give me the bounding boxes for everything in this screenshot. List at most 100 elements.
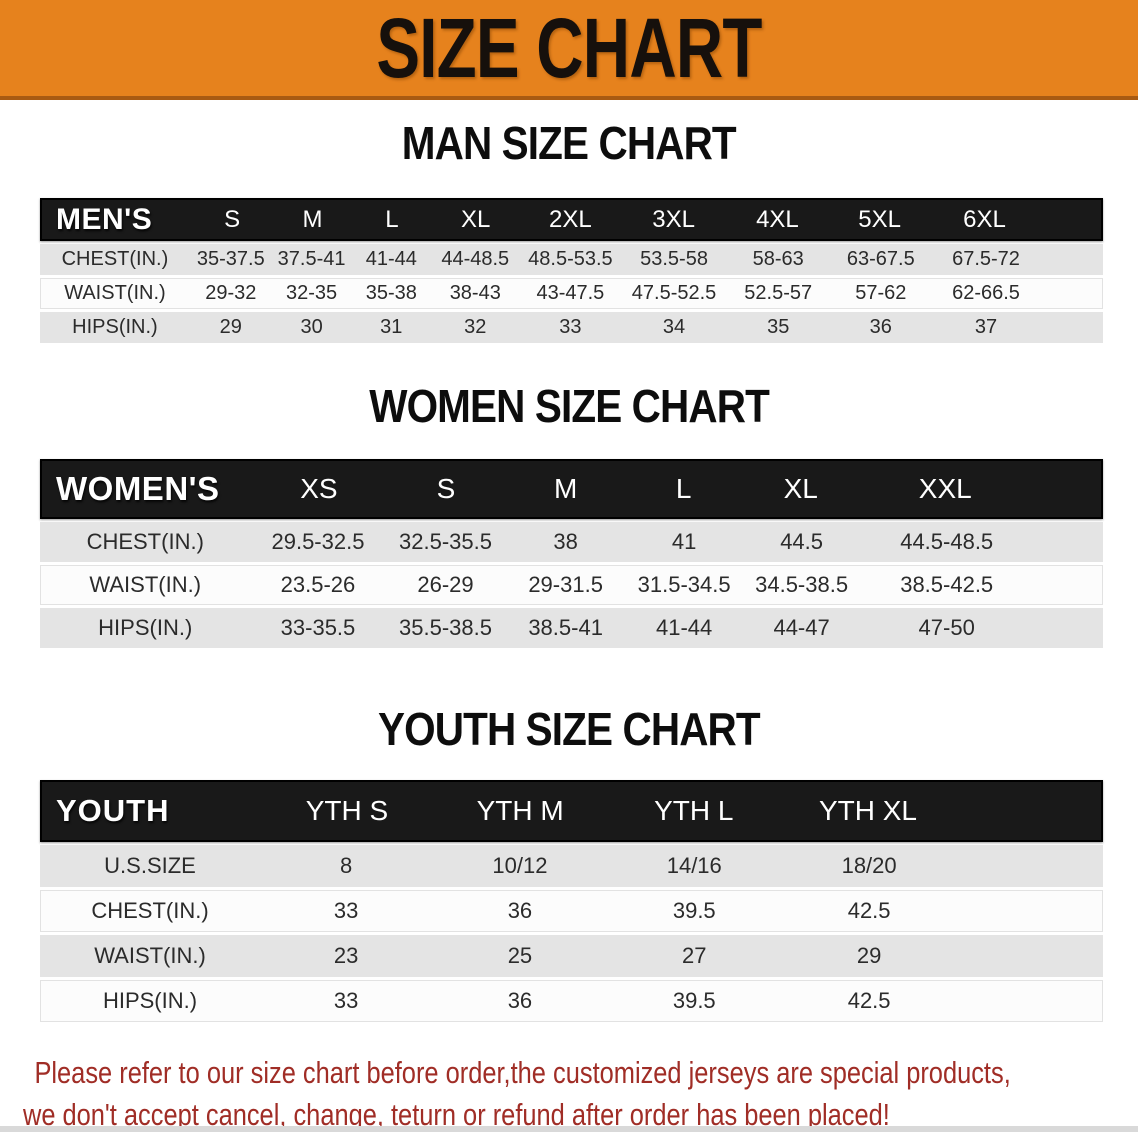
row-label: CHEST(IN.) bbox=[86, 529, 204, 554]
size-value-cell: 36 bbox=[869, 316, 892, 338]
size-value-cell: 37.5-41 bbox=[277, 248, 346, 270]
size-col-header: S bbox=[436, 473, 456, 504]
size-col-header: 4XL bbox=[756, 205, 799, 233]
size-value-cell: 37 bbox=[974, 316, 998, 338]
women-size-table: WOMEN'S XS S M L XL XXL CHEST(IN.) 29.5-… bbox=[40, 459, 1103, 648]
youth-size-table: YOUTH YTH S YTH M YTH L YTH XL U.S.SIZE … bbox=[40, 780, 1103, 1022]
size-value-cell: 35-37.5 bbox=[196, 248, 265, 270]
row-label: HIPS(IN.) bbox=[98, 615, 193, 640]
size-value-cell: 38 bbox=[553, 529, 578, 554]
size-value-cell: 44.5 bbox=[780, 529, 824, 554]
size-value-cell: 62-66.5 bbox=[952, 282, 1020, 304]
banner: SIZE CHART bbox=[0, 0, 1138, 100]
size-value-cell: 42.5 bbox=[847, 988, 891, 1013]
size-col-header: S bbox=[224, 205, 241, 233]
size-value-cell: 47.5-52.5 bbox=[631, 282, 717, 304]
size-col-header: XS bbox=[300, 473, 338, 504]
size-value-cell: 58-63 bbox=[752, 248, 804, 270]
disclaimer-line-1: Please refer to our size chart before or… bbox=[34, 1055, 1011, 1090]
table-row: HIPS(IN.) 29 30 31 32 33 34 35 36 37 bbox=[40, 312, 1103, 343]
size-value-cell: 38-43 bbox=[449, 282, 501, 304]
size-value-cell: 38.5-42.5 bbox=[900, 572, 994, 597]
size-value-cell: 29.5-32.5 bbox=[271, 529, 365, 554]
size-value-cell: 57-62 bbox=[855, 282, 907, 304]
row-label: CHEST(IN.) bbox=[61, 248, 169, 270]
youth-table-title-cell: YOUTH bbox=[56, 793, 170, 828]
size-col-header: M bbox=[553, 473, 578, 504]
size-value-cell: 25 bbox=[507, 943, 533, 968]
size-value-cell: 38.5-41 bbox=[528, 615, 603, 640]
women-table-header-row: WOMEN'S XS S M L XL XXL bbox=[40, 459, 1103, 519]
size-value-cell: 33 bbox=[559, 316, 582, 338]
men-size-table: MEN'S S M L XL 2XL 3XL 4XL 5XL 6XL CHEST… bbox=[40, 198, 1103, 343]
size-col-header: L bbox=[385, 205, 399, 233]
size-col-header: XXL bbox=[918, 473, 972, 504]
size-col-header: 3XL bbox=[652, 205, 695, 233]
bottom-edge-strip bbox=[0, 1126, 1138, 1132]
size-col-header: 2XL bbox=[549, 205, 592, 233]
size-value-cell: 23 bbox=[333, 943, 359, 968]
size-value-cell: 29-32 bbox=[205, 282, 257, 304]
size-value-cell: 32-35 bbox=[286, 282, 338, 304]
size-value-cell: 31 bbox=[380, 316, 403, 338]
youth-table-header-row: YOUTH YTH S YTH M YTH L YTH XL bbox=[40, 780, 1103, 842]
row-label: HIPS(IN.) bbox=[72, 316, 158, 338]
size-value-cell: 26-29 bbox=[417, 572, 474, 597]
women-table-title-cell: WOMEN'S bbox=[56, 470, 220, 507]
size-value-cell: 63-67.5 bbox=[846, 248, 915, 270]
size-value-cell: 35-38 bbox=[365, 282, 417, 304]
size-col-header: XL bbox=[460, 205, 491, 233]
women-section-title: WOMEN SIZE CHART bbox=[369, 380, 770, 432]
row-label: U.S.SIZE bbox=[104, 853, 196, 878]
size-value-cell: 44.5-48.5 bbox=[900, 529, 994, 554]
size-value-cell: 43-47.5 bbox=[536, 282, 605, 304]
size-value-cell: 33 bbox=[333, 898, 359, 923]
size-col-header: XL bbox=[783, 473, 818, 504]
table-row: CHEST(IN.) 33 36 39.5 42.5 bbox=[40, 890, 1103, 932]
youth-section-title: YOUTH SIZE CHART bbox=[378, 703, 761, 755]
size-value-cell: 39.5 bbox=[672, 898, 716, 923]
size-value-cell: 41-44 bbox=[656, 615, 713, 640]
table-row: WAIST(IN.) 29-32 32-35 35-38 38-43 43-47… bbox=[40, 278, 1103, 309]
size-value-cell: 42.5 bbox=[847, 898, 891, 923]
size-value-cell: 35 bbox=[767, 316, 790, 338]
size-value-cell: 35.5-38.5 bbox=[399, 615, 492, 640]
size-value-cell: 31.5-34.5 bbox=[637, 572, 731, 597]
table-row: HIPS(IN.) 33 36 39.5 42.5 bbox=[40, 980, 1103, 1022]
size-value-cell: 41 bbox=[671, 529, 697, 554]
row-label: WAIST(IN.) bbox=[94, 943, 206, 968]
size-value-cell: 32 bbox=[464, 316, 487, 338]
men-table-header-row: MEN'S S M L XL 2XL 3XL 4XL 5XL 6XL bbox=[40, 198, 1103, 241]
size-col-header: YTH XL bbox=[818, 795, 917, 826]
men-section: MAN SIZE CHART MEN'S S M L XL 2XL 3XL 4X… bbox=[0, 116, 1138, 343]
size-value-cell: 34.5-38.5 bbox=[755, 572, 849, 597]
table-row: WAIST(IN.) 23.5-26 26-29 29-31.5 31.5-34… bbox=[40, 565, 1103, 605]
table-row: WAIST(IN.) 23 25 27 29 bbox=[40, 935, 1103, 977]
size-value-cell: 48.5-53.5 bbox=[528, 248, 613, 270]
women-section: WOMEN SIZE CHART WOMEN'S XS S M L XL XXL… bbox=[0, 379, 1138, 648]
size-value-cell: 33 bbox=[333, 988, 359, 1013]
table-row: HIPS(IN.) 33-35.5 35.5-38.5 38.5-41 41-4… bbox=[40, 608, 1103, 648]
page-title: SIZE CHART bbox=[376, 1, 762, 95]
size-value-cell: 47-50 bbox=[918, 615, 975, 640]
disclaimer: Please refer to our size chart before or… bbox=[0, 1052, 1138, 1136]
size-value-cell: 18/20 bbox=[841, 853, 897, 878]
size-value-cell: 36 bbox=[507, 898, 533, 923]
youth-section: YOUTH SIZE CHART YOUTH YTH S YTH M YTH L… bbox=[0, 702, 1138, 1022]
size-value-cell: 41-44 bbox=[365, 248, 417, 270]
size-value-cell: 44-47 bbox=[773, 615, 830, 640]
size-col-header: 5XL bbox=[858, 205, 901, 233]
size-col-header: YTH M bbox=[476, 795, 564, 826]
size-value-cell: 29 bbox=[856, 943, 882, 968]
size-value-cell: 32.5-35.5 bbox=[399, 529, 492, 554]
size-value-cell: 14/16 bbox=[666, 853, 722, 878]
size-value-cell: 30 bbox=[300, 316, 323, 338]
size-value-cell: 39.5 bbox=[672, 988, 716, 1013]
size-value-cell: 27 bbox=[682, 943, 707, 968]
size-value-cell: 29-31.5 bbox=[528, 572, 603, 597]
row-label: HIPS(IN.) bbox=[102, 988, 198, 1013]
row-label: WAIST(IN.) bbox=[89, 572, 202, 597]
size-value-cell: 29 bbox=[219, 316, 242, 338]
size-value-cell: 53.5-58 bbox=[640, 248, 708, 270]
row-label: WAIST(IN.) bbox=[64, 282, 166, 304]
